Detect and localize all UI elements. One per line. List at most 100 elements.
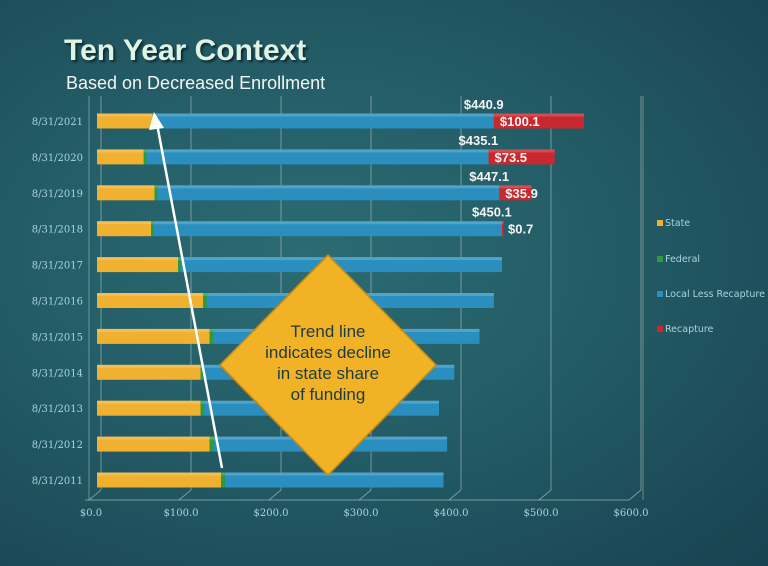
legend-label: Federal: [665, 254, 700, 265]
y-tick-label: 8/31/2012: [32, 440, 83, 451]
trend-line: [155, 123, 224, 469]
bar-local-less-recapture: [180, 257, 502, 273]
bar-state: [97, 400, 201, 416]
legend-label: Local Less Recapture: [665, 289, 765, 300]
floor-gridline: [178, 489, 192, 501]
bar-recapture: [488, 149, 555, 165]
chart-title: Ten Year Context: [64, 34, 307, 67]
bar-state: [97, 472, 222, 488]
y-tick-label: 8/31/2015: [32, 332, 83, 343]
legend-swatch: [657, 326, 663, 332]
data-label-recapture: $73.5: [495, 150, 528, 165]
data-label-recapture: $100.1: [500, 114, 540, 129]
data-label-total: $435.1: [459, 133, 499, 148]
y-tick-label: 8/31/2019: [32, 189, 83, 200]
bar-highlight: [143, 149, 147, 153]
data-label-recapture: $0.7: [508, 222, 533, 237]
bar-state: [97, 328, 210, 344]
y-tick-label: 8/31/2011: [32, 476, 83, 487]
bar-highlight: [97, 149, 144, 153]
bar-local-less-recapture: [146, 149, 489, 165]
bar-highlight: [151, 221, 154, 225]
bar-federal: [209, 436, 214, 452]
bar-highlight: [97, 185, 155, 189]
floor-gridline: [538, 489, 552, 501]
bar-highlight: [180, 257, 502, 261]
bar-highlight: [97, 328, 210, 332]
floor-gridline: [358, 489, 372, 501]
bar-highlight: [97, 257, 178, 261]
y-tick-label: 8/31/2018: [32, 225, 83, 236]
legend-label: State: [665, 218, 690, 229]
bar-state: [97, 185, 155, 201]
bar-federal: [203, 293, 207, 308]
data-label-total: $447.1: [469, 169, 509, 184]
annotation-text: indicates decline: [265, 343, 391, 362]
bar-federal: [151, 221, 154, 237]
x-tick-label: $600.0: [614, 508, 649, 519]
bar-local-less-recapture: [224, 472, 444, 488]
bar-state: [97, 257, 178, 273]
x-tick-label: $0.0: [80, 508, 102, 519]
bar-federal: [200, 400, 205, 416]
annotation-text: of funding: [291, 385, 366, 404]
bar-federal: [200, 364, 205, 380]
floor-gridline: [628, 489, 642, 501]
data-label-total: $450.1: [472, 205, 512, 220]
bar-highlight: [154, 185, 158, 189]
y-tick-label: 8/31/2017: [32, 261, 83, 272]
bar-local-less-recapture: [155, 113, 494, 129]
bar-state: [97, 436, 210, 452]
bar-highlight: [209, 328, 214, 332]
bar-highlight: [203, 293, 207, 296]
bar-highlight: [97, 113, 153, 117]
bar-highlight: [97, 364, 201, 368]
legend-label: Recapture: [665, 324, 714, 335]
bar-federal: [143, 149, 147, 165]
x-tick-label: $500.0: [524, 508, 559, 519]
bar-local-less-recapture: [157, 185, 500, 201]
bar-highlight: [200, 400, 205, 404]
bar-state: [97, 364, 201, 380]
floor-gridline: [88, 489, 102, 501]
bar-highlight: [221, 472, 225, 476]
bar-state: [97, 149, 144, 165]
y-tick-label: 8/31/2014: [32, 368, 83, 379]
bar-highlight: [97, 436, 210, 440]
bar-highlight: [209, 436, 214, 440]
bar-highlight: [146, 149, 489, 153]
bar-highlight: [97, 221, 151, 225]
annotation-text: in state share: [277, 364, 379, 383]
bar-federal: [178, 257, 181, 273]
bar-recapture: [493, 113, 584, 129]
bar-federal: [209, 328, 214, 344]
legend-swatch: [657, 256, 663, 262]
bar-highlight: [224, 472, 444, 476]
bar-highlight: [97, 293, 204, 296]
bar-highlight: [493, 113, 584, 117]
y-tick-label: 8/31/2021: [32, 117, 83, 128]
legend-swatch: [657, 291, 663, 297]
x-tick-label: $400.0: [434, 508, 469, 519]
bar-local-less-recapture: [153, 221, 502, 237]
x-tick-label: $100.0: [164, 508, 199, 519]
trend-arrow: [149, 112, 224, 469]
arrow-head-icon: [149, 112, 164, 130]
bar-federal: [221, 472, 225, 488]
bar-highlight: [502, 221, 504, 225]
bar-highlight: [488, 149, 555, 153]
bar-highlight: [157, 185, 500, 189]
annotation-diamond: [218, 253, 438, 477]
bar-state: [97, 113, 153, 129]
bar-highlight: [499, 185, 532, 189]
y-tick-label: 8/31/2013: [32, 404, 83, 415]
x-tick-label: $200.0: [254, 508, 289, 519]
annotation-text: Trend line: [291, 322, 366, 341]
bar-recapture: [502, 221, 504, 237]
bar-recapture: [499, 185, 532, 201]
data-label-recapture: $35.9: [505, 186, 538, 201]
floor-gridline: [268, 489, 282, 501]
bar-highlight: [178, 257, 181, 261]
